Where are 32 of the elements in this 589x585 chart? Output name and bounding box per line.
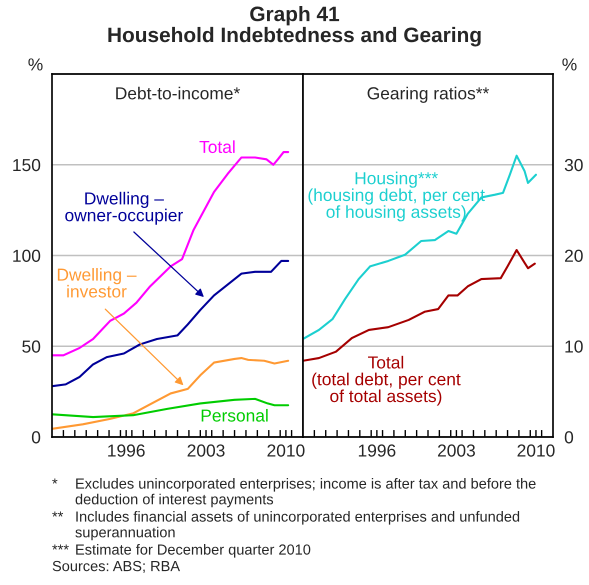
line-series [303,154,537,340]
chart-title: Graph 41 Household Indebtedness and Gearing [108,6,481,46]
text: * Excludes unincorporated enterprises; income is after tax and before the deduction of interest payments [52,478,536,508]
line-series [52,260,290,388]
y-axis-title: % [562,58,577,70]
y-tick-label: 0 [32,431,40,444]
series-label: Total [199,140,235,154]
text: Dwelling – owner-occupier [65,192,183,225]
y-tick-label: 30 [564,158,583,172]
y-tick-label: 150 [13,158,40,172]
y-tick-label: 100 [13,250,40,262]
series-label: Housing*** (housing debt, per cent of housing assets) [308,172,485,222]
y-tick-label: 10 [565,340,583,353]
x-tick-label: 2010 [267,444,305,457]
text: ** Includes financial assets of unincorporated enterprises and unfunded superannuation [52,511,520,540]
series-label: Personal [202,408,268,422]
text: Dwelling – investor [58,268,137,298]
x-tick-label: 1996 [358,444,396,457]
x-tick-label: 1996 [108,444,145,457]
text: *** Estimate for December quarter 2010 [52,544,310,558]
source-note: Sources: ABS; RBA [52,560,180,573]
line-series [52,357,290,430]
series-label: Total (total debt, per cent of total assets) [312,356,461,406]
text: Gearing ratios** [368,86,490,103]
y-tick-label: 0 [564,431,574,444]
x-tick-label: 2003 [438,444,475,457]
x-tick-label: 2010 [518,444,555,457]
text: Debt-to-income* [116,86,240,100]
y-axis-title: % [28,58,43,70]
x-tick-label: 2003 [188,444,225,457]
y-tick-label: 20 [564,250,583,262]
y-tick-label: 50 [22,340,40,353]
